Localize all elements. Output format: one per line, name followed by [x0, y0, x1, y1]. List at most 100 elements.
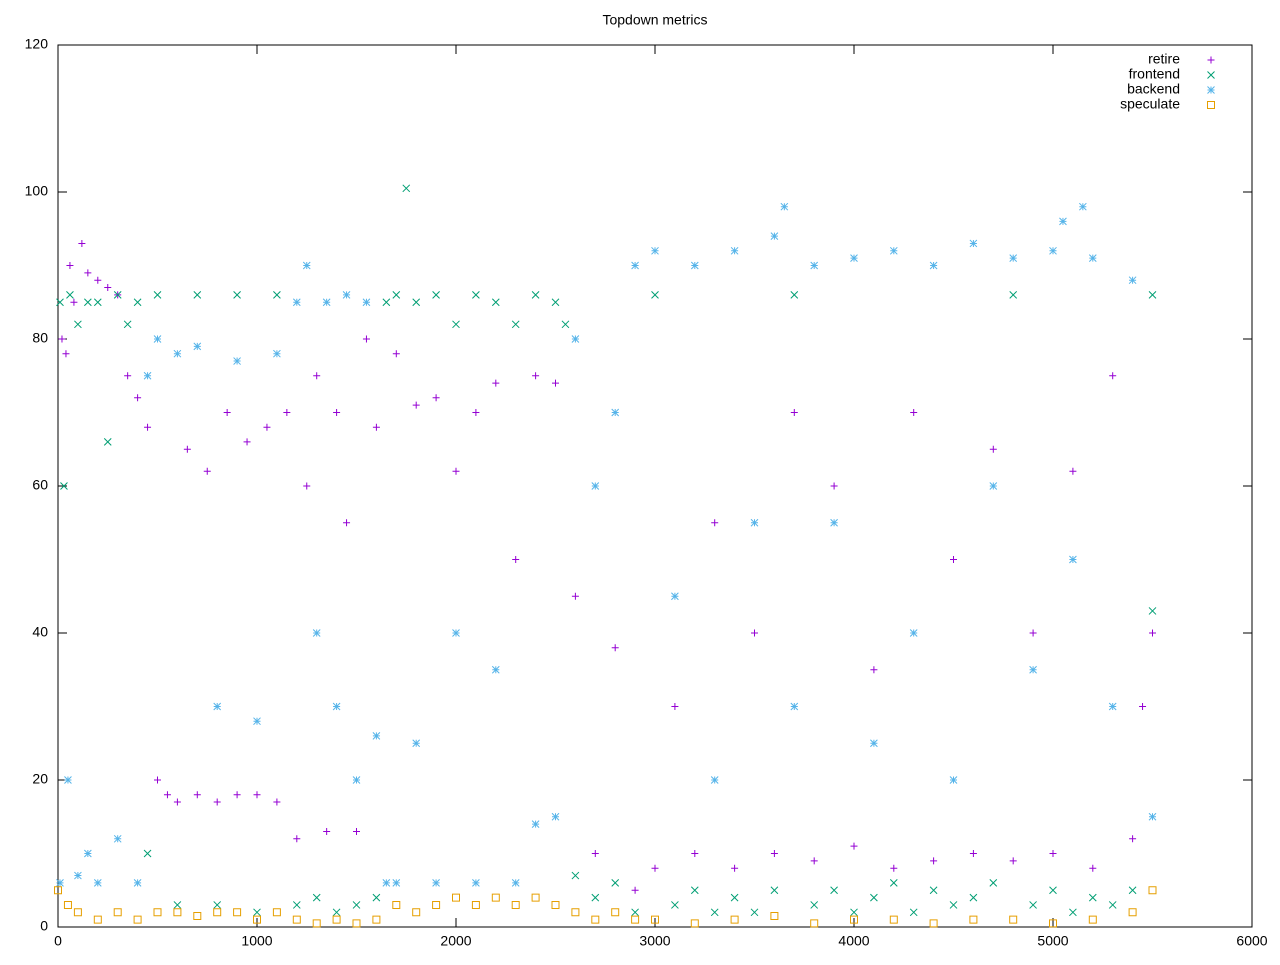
point [1149, 629, 1156, 637]
point [471, 900, 480, 909]
point [850, 254, 858, 263]
x-tick-label: 5000 [1037, 933, 1068, 949]
point [810, 857, 818, 865]
point [362, 335, 370, 343]
point [710, 776, 719, 784]
point [313, 372, 321, 380]
point [690, 919, 699, 928]
point [591, 850, 599, 857]
point [770, 886, 779, 895]
point [312, 893, 321, 902]
legend-marker [1207, 56, 1215, 64]
point [1129, 835, 1137, 843]
point [949, 776, 958, 784]
point [790, 291, 799, 299]
point [223, 409, 231, 416]
point [62, 350, 70, 358]
point [690, 886, 699, 895]
point [551, 298, 560, 307]
legend-label: speculate [1120, 96, 1180, 112]
point [780, 202, 789, 211]
point [93, 915, 102, 924]
point [193, 911, 202, 920]
point [343, 519, 351, 527]
point [372, 893, 381, 902]
point [611, 408, 620, 417]
point [203, 467, 211, 475]
point [591, 915, 600, 924]
point [452, 629, 460, 637]
point [412, 401, 420, 409]
point [1009, 291, 1018, 299]
legend-marker [1207, 71, 1215, 79]
x-tick-label: 1000 [241, 933, 272, 949]
point [492, 379, 500, 387]
point [233, 791, 241, 799]
point [113, 834, 122, 843]
point [989, 482, 998, 490]
point [929, 886, 938, 895]
point [531, 291, 540, 299]
point [352, 919, 361, 928]
point [392, 900, 401, 909]
point [750, 518, 759, 527]
point [1139, 703, 1147, 710]
point [1089, 864, 1097, 872]
point [432, 879, 440, 887]
point [153, 908, 162, 917]
point [870, 666, 878, 674]
point [472, 291, 480, 299]
point [770, 232, 779, 240]
point [631, 261, 639, 270]
point [552, 379, 559, 387]
point [193, 291, 202, 299]
point [850, 842, 858, 850]
y-tick-label: 120 [25, 36, 49, 52]
point [353, 827, 360, 835]
point [969, 239, 978, 248]
point [929, 261, 938, 270]
point [571, 908, 580, 917]
point [491, 298, 500, 307]
point [333, 409, 341, 416]
point [412, 908, 421, 917]
point [511, 879, 520, 887]
point [810, 261, 819, 270]
point [1009, 857, 1017, 865]
point [143, 371, 152, 380]
point [1069, 908, 1077, 917]
point [591, 893, 600, 902]
point [133, 879, 142, 887]
point [173, 798, 181, 806]
point [193, 791, 201, 799]
point [193, 342, 202, 351]
point [611, 644, 619, 652]
point [949, 901, 958, 909]
x-tick-label: 6000 [1236, 933, 1267, 949]
point [302, 261, 311, 270]
point [124, 372, 132, 380]
point [909, 908, 918, 917]
point [810, 901, 819, 909]
y-tick-label: 60 [32, 477, 48, 493]
point [1088, 893, 1097, 902]
point [213, 901, 222, 909]
point [830, 482, 838, 490]
point [74, 871, 82, 880]
point [66, 291, 74, 299]
legend-marker [1207, 86, 1215, 94]
point [452, 467, 460, 475]
point [312, 629, 321, 637]
point [173, 901, 182, 909]
point [1069, 467, 1077, 475]
point [711, 519, 719, 527]
point [104, 284, 112, 292]
point [253, 791, 261, 799]
point [512, 556, 520, 563]
point [83, 849, 92, 858]
point [332, 908, 341, 917]
point [889, 879, 898, 887]
point [1029, 901, 1037, 909]
point [342, 291, 351, 299]
point [292, 298, 301, 307]
